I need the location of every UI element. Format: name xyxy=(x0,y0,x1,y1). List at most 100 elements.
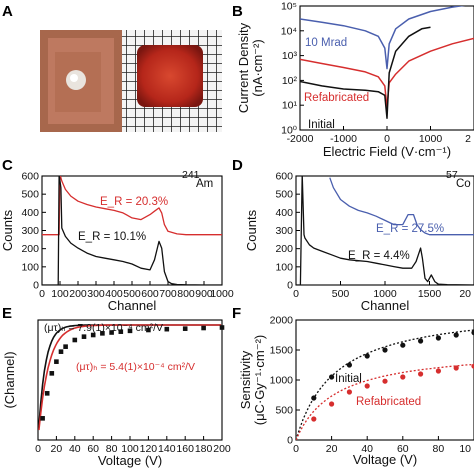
y-tick-label: 200 xyxy=(21,243,39,255)
data-point xyxy=(109,330,114,335)
y-axis-label: (Channel) xyxy=(2,351,17,408)
series-line-1 xyxy=(296,176,474,285)
panel-b-series xyxy=(300,6,474,119)
y-tick-label: 10⁰ xyxy=(281,125,298,137)
x-tick-label: -2000 xyxy=(287,133,314,145)
data-point xyxy=(63,344,68,349)
panel-label-e: E xyxy=(2,305,12,322)
panel-d-series xyxy=(296,176,474,285)
panel-b-axes: -2000 -1000 0 1000 2 10⁰ 10¹ 10² 10³ 10⁴ 10⁵ Electr… xyxy=(236,1,474,159)
data-point xyxy=(40,416,45,421)
x-axis-label: Voltage (V) xyxy=(98,453,162,468)
y-axis-label-units: (nA·cm⁻²) xyxy=(250,39,265,96)
data-point xyxy=(44,391,50,396)
x-tick-label: 80 xyxy=(433,443,445,455)
x-tick-label: -1000 xyxy=(330,133,357,145)
y-tick-label: 0 xyxy=(287,435,293,447)
x-tick-label: 20 xyxy=(51,443,63,455)
fit-line-0 xyxy=(296,329,474,440)
y-axis-label: Sensitivity xyxy=(238,350,253,409)
x-tick-label: 900 xyxy=(195,288,213,300)
x-tick-label: 800 xyxy=(177,288,195,300)
data-point xyxy=(329,401,335,407)
y-tick-label: 300 xyxy=(275,225,293,237)
data-point xyxy=(471,363,474,369)
x-tick-label: 60 xyxy=(397,443,409,455)
data-point xyxy=(311,395,317,401)
data-point xyxy=(90,332,96,338)
x-tick-label: 40 xyxy=(361,443,373,455)
x-tick-label: 1000 xyxy=(210,288,234,300)
device-photos xyxy=(40,30,222,132)
annotation-er-blue: E_R = 27.5% xyxy=(376,223,444,235)
data-point xyxy=(453,365,459,371)
y-tick-label: 500 xyxy=(21,189,39,201)
x-tick-label: 0 xyxy=(384,133,390,145)
y-tick-label: 600 xyxy=(275,171,293,183)
y-tick-label: 100 xyxy=(275,261,293,273)
data-point xyxy=(329,374,335,380)
x-tick-label: 0 xyxy=(35,443,41,455)
y-tick-label: 500 xyxy=(275,189,293,201)
y-axis-label: Counts xyxy=(244,209,259,251)
data-point xyxy=(58,349,64,354)
x-axis-label: Channel xyxy=(361,298,410,313)
data-point xyxy=(81,334,87,339)
series-line-0 xyxy=(329,177,474,236)
x-tick-label: 160 xyxy=(176,443,194,455)
x-tick-label: 1000 xyxy=(373,288,397,300)
series-line-2 xyxy=(300,26,431,119)
y-tick-label: 10⁴ xyxy=(281,25,297,37)
panel-c-series xyxy=(42,176,222,285)
panel-label-b: B xyxy=(232,3,243,20)
panel-f-series xyxy=(296,329,474,440)
x-axis-label: Channel xyxy=(108,298,157,313)
data-point xyxy=(127,328,133,334)
x-tick-label: 0 xyxy=(293,443,299,455)
x-tick-label: 1000 xyxy=(419,133,443,145)
y-tick-label: 0 xyxy=(287,280,293,292)
y-tick-label: 0 xyxy=(33,280,39,292)
data-point xyxy=(382,347,388,353)
x-tick-label: 700 xyxy=(159,288,177,300)
data-point xyxy=(164,326,170,332)
data-point xyxy=(219,325,225,330)
annotation-er-black: E_R = 10.1% xyxy=(78,231,146,243)
legend-label-2: Initial xyxy=(308,119,335,131)
legend-label-initial: Initial xyxy=(335,373,362,385)
x-tick-label: 500 xyxy=(123,288,141,300)
annotation-er-black: E_R = 4.4% xyxy=(348,250,410,262)
series-line-0 xyxy=(42,176,222,236)
data-point xyxy=(435,335,441,341)
annotation-mu-tau-red: (μτ)ₕ = 5.4(1)×10⁻⁴ cm²/V xyxy=(76,361,195,373)
x-tick-label: 20 xyxy=(326,443,338,455)
y-tick-label: 2000 xyxy=(270,315,294,327)
y-axis-label: Current Density xyxy=(236,22,251,113)
x-tick-label: 140 xyxy=(158,443,176,455)
y-tick-label: 10² xyxy=(282,75,298,87)
y-tick-label: 10³ xyxy=(282,50,298,62)
x-tick-label: 0 xyxy=(293,288,299,300)
x-tick-label: 100 xyxy=(121,443,139,455)
data-point xyxy=(418,338,424,344)
x-tick-label: 2 xyxy=(465,133,471,145)
x-tick-label: 200 xyxy=(213,443,231,455)
x-tick-label: 500 xyxy=(332,288,350,300)
data-point xyxy=(311,416,317,422)
x-tick-label: 300 xyxy=(87,288,105,300)
fit-line-1 xyxy=(38,324,222,426)
y-axis-label-units: (μC·Gy⁻¹·cm⁻²) xyxy=(252,335,267,426)
data-point xyxy=(418,371,424,377)
legend-label-0: 10 Mrad xyxy=(305,37,347,49)
panel-e-axes: 0 20 40 60 80 100 120 140 160 180 200 Voltage (V) (C… xyxy=(2,319,231,468)
data-point xyxy=(54,359,59,364)
data-point xyxy=(364,353,370,359)
data-point xyxy=(146,327,151,333)
panel-label-f: F xyxy=(232,305,241,322)
x-tick-label: 20 xyxy=(459,288,471,300)
y-tick-label: 1000 xyxy=(270,375,294,387)
fit-line-2 xyxy=(38,324,222,431)
data-point xyxy=(435,368,441,374)
